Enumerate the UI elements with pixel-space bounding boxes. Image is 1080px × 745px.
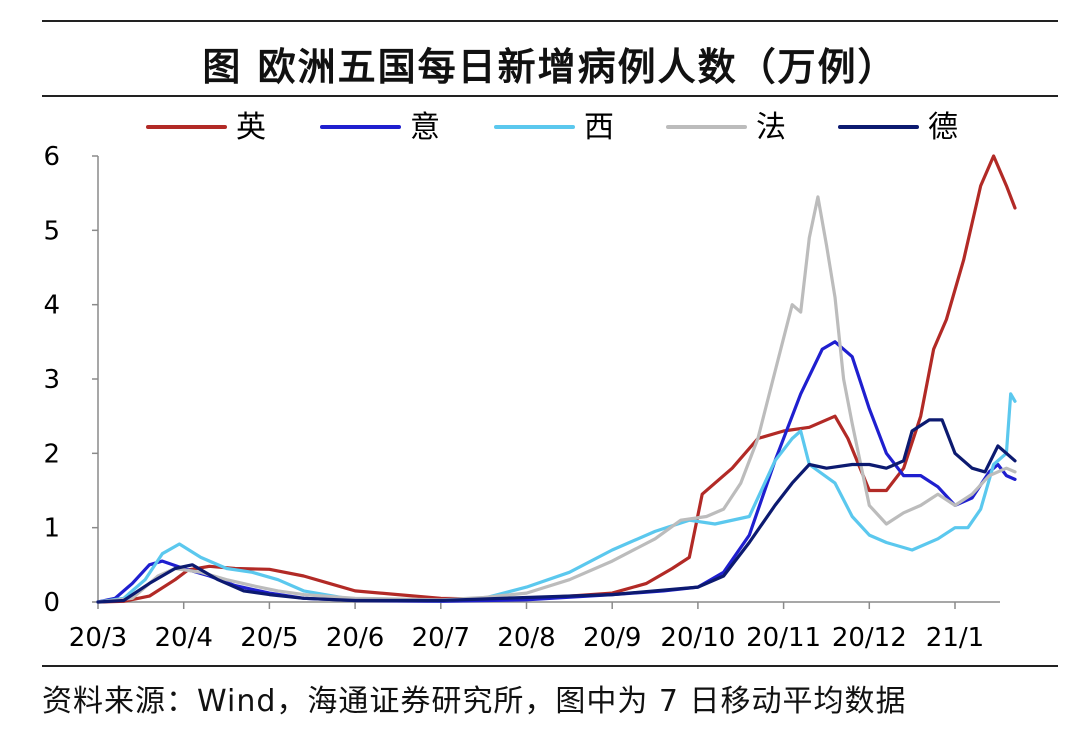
x-tick-label: 20/9 — [583, 623, 641, 653]
y-tick-label: 2 — [43, 439, 60, 469]
y-tick-label: 3 — [43, 365, 60, 395]
x-tick-label: 20/6 — [326, 623, 384, 653]
legend-label: 西 — [584, 110, 614, 145]
series-line — [96, 195, 1017, 604]
legend-label: 英 — [236, 110, 266, 145]
series-line — [96, 154, 1017, 604]
legend: 英意西法德 — [146, 110, 958, 145]
x-tick-label: 20/11 — [746, 623, 821, 653]
bottom-rule — [42, 665, 1058, 667]
legend-label: 德 — [928, 110, 958, 145]
series-group — [96, 154, 1017, 604]
x-tick-label: 20/4 — [155, 623, 213, 653]
series-line — [96, 392, 1017, 604]
y-tick-label: 4 — [43, 291, 60, 321]
x-tick-label: 21/1 — [926, 623, 984, 653]
y-tick-label: 1 — [43, 514, 60, 544]
legend-label: 法 — [756, 110, 786, 145]
title-rule — [42, 95, 1058, 97]
x-tick-label: 20/10 — [660, 623, 735, 653]
series-line — [96, 340, 1017, 604]
top-rule — [42, 20, 1058, 22]
x-tick-label: 20/3 — [69, 623, 127, 653]
y-tick-label: 6 — [43, 142, 60, 172]
x-tick-label: 20/7 — [412, 623, 470, 653]
x-tick-label: 20/5 — [240, 623, 298, 653]
y-tick-label: 5 — [43, 216, 60, 246]
y-tick-label: 0 — [43, 588, 60, 618]
source-note: 资料来源：Wind，海通证券研究所，图中为 7 日移动平均数据 — [42, 684, 907, 719]
chart-title: 图 欧洲五国每日新增病例人数（万例） — [202, 45, 898, 89]
legend-label: 意 — [410, 110, 440, 145]
series-line — [96, 418, 1017, 604]
x-tick-label: 20/12 — [832, 623, 907, 653]
axes: 0 1 2 3 4 5 6 20/3 20/4 20/5 20/6 20/7 20/8 20/9 20/10… — [43, 142, 1000, 653]
x-tick-label: 20/8 — [497, 623, 555, 653]
